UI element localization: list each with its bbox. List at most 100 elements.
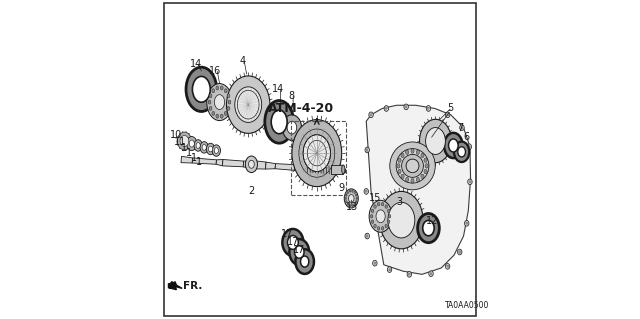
Ellipse shape [220,86,223,90]
Ellipse shape [387,267,392,272]
Polygon shape [307,165,333,173]
Text: 17: 17 [287,237,300,247]
Ellipse shape [397,164,400,168]
Ellipse shape [214,95,225,109]
Ellipse shape [385,224,387,228]
Ellipse shape [445,263,450,269]
Ellipse shape [372,260,377,266]
Ellipse shape [371,209,374,213]
Text: 7: 7 [457,123,463,133]
Ellipse shape [245,156,257,173]
Ellipse shape [228,100,231,104]
Text: ATM-4-20: ATM-4-20 [268,102,334,115]
Ellipse shape [355,201,357,203]
Ellipse shape [381,227,384,230]
Ellipse shape [193,76,211,102]
Ellipse shape [444,133,463,158]
Ellipse shape [303,135,330,172]
Ellipse shape [411,149,414,153]
Ellipse shape [406,177,409,182]
Ellipse shape [209,94,212,98]
Ellipse shape [292,120,342,187]
Ellipse shape [374,224,376,228]
Ellipse shape [465,220,469,226]
Ellipse shape [421,153,424,158]
Ellipse shape [420,119,451,163]
Ellipse shape [202,145,206,150]
Polygon shape [223,160,244,167]
Ellipse shape [296,249,314,274]
Ellipse shape [282,115,301,140]
Ellipse shape [186,67,217,111]
Text: 16: 16 [209,66,221,76]
Ellipse shape [209,146,212,152]
Ellipse shape [208,100,211,104]
Ellipse shape [374,205,376,208]
Text: TA0AA0500: TA0AA0500 [445,301,489,310]
Ellipse shape [349,205,351,207]
Ellipse shape [421,174,424,179]
Ellipse shape [416,177,419,182]
Ellipse shape [458,147,465,157]
Ellipse shape [194,140,202,151]
Ellipse shape [352,190,353,192]
Text: 4: 4 [240,56,246,66]
Ellipse shape [287,121,297,134]
Ellipse shape [352,205,353,207]
Text: 1: 1 [181,143,188,153]
Ellipse shape [384,106,388,111]
Text: FR.: FR. [183,280,202,291]
Ellipse shape [189,140,195,147]
Ellipse shape [406,159,419,173]
Ellipse shape [196,143,200,148]
Ellipse shape [422,220,434,236]
Ellipse shape [346,194,347,196]
Ellipse shape [402,154,424,177]
Ellipse shape [380,191,423,249]
Ellipse shape [387,209,390,213]
Ellipse shape [301,256,309,267]
Text: 12: 12 [426,216,438,226]
Ellipse shape [381,202,384,206]
Ellipse shape [214,148,218,153]
Ellipse shape [356,197,358,199]
Ellipse shape [429,271,433,277]
Ellipse shape [207,84,232,121]
Ellipse shape [401,153,404,158]
Ellipse shape [371,215,373,218]
Ellipse shape [212,111,214,115]
Text: 10: 10 [170,130,182,140]
Ellipse shape [348,195,354,202]
Polygon shape [216,160,223,166]
Text: 15: 15 [369,193,381,204]
Text: 2: 2 [248,186,255,197]
Ellipse shape [387,220,390,223]
Ellipse shape [349,190,351,192]
Text: 14: 14 [189,59,202,69]
Text: 17: 17 [292,245,305,255]
Text: 1: 1 [186,148,192,158]
Ellipse shape [454,142,469,162]
Text: 3: 3 [396,197,402,207]
Ellipse shape [224,111,227,115]
Ellipse shape [371,220,374,223]
Text: 13: 13 [346,202,358,212]
Ellipse shape [401,174,404,179]
Ellipse shape [378,202,380,206]
Ellipse shape [177,132,191,150]
Ellipse shape [418,213,439,243]
Ellipse shape [355,194,357,196]
Ellipse shape [390,142,435,190]
Ellipse shape [378,227,380,230]
Polygon shape [192,158,216,164]
Ellipse shape [460,125,464,130]
Bar [291,121,346,195]
Ellipse shape [369,200,392,232]
Ellipse shape [406,150,409,154]
Polygon shape [181,156,193,163]
Text: 1: 1 [191,152,197,163]
Ellipse shape [458,249,462,255]
Ellipse shape [227,94,230,98]
Bar [331,165,343,174]
Ellipse shape [342,165,345,174]
